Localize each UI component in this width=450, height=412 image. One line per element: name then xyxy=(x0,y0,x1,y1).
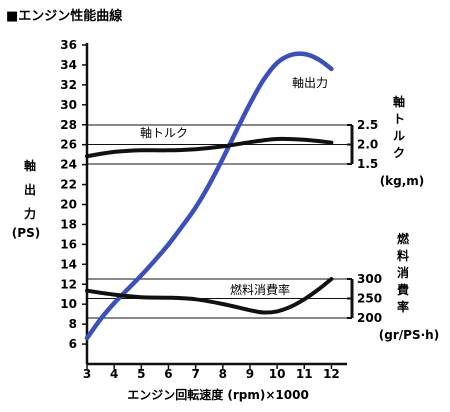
x-axis-label: エンジン回転速度 (rpm)×1000 xyxy=(127,387,309,402)
left-tick-label: 22 xyxy=(60,178,77,192)
x-tick-label: 5 xyxy=(137,367,145,381)
fuel-consumption-curve xyxy=(85,277,334,315)
left-axis-unit: (PS) xyxy=(12,226,40,240)
fuel-tick-label: 250 xyxy=(357,292,382,306)
torque-axis-label-char: 軸 xyxy=(393,94,405,109)
torque-axis-label-char: ク xyxy=(393,146,405,160)
fuel-axis-label-char: 率 xyxy=(397,299,409,314)
left-axis-label-char: 軸 xyxy=(24,158,36,173)
torque-axis-label-char: ル xyxy=(393,129,405,143)
left-tick-label: 24 xyxy=(60,158,77,172)
chart-title: ■エンジン性能曲線 xyxy=(6,8,123,24)
left-tick-label: 16 xyxy=(60,237,77,251)
fuel-axis-label-char: 燃 xyxy=(397,231,410,246)
left-tick-label: 6 xyxy=(69,337,77,351)
fuel-series-label: 燃料消費率 xyxy=(230,282,290,297)
power-curve xyxy=(84,51,334,341)
fuel-tick-label: 200 xyxy=(357,311,382,325)
torque-tick-label: 2.5 xyxy=(357,118,378,132)
left-tick-label: 8 xyxy=(69,317,77,331)
x-tick-label: 8 xyxy=(219,367,227,381)
x-tick-label: 7 xyxy=(191,367,199,381)
torque-axis-label-char: ト xyxy=(393,112,405,126)
torque-series-label: 軸トルク xyxy=(140,126,188,140)
left-tick-label: 32 xyxy=(60,78,77,92)
torque-tick-label: 2.0 xyxy=(357,138,378,152)
left-tick-label: 28 xyxy=(60,118,77,132)
left-tick-label: 12 xyxy=(60,277,77,291)
left-tick-label: 34 xyxy=(60,58,77,72)
fuel-axis-label-char: 費 xyxy=(397,282,409,297)
x-tick-label: 9 xyxy=(246,367,254,381)
x-tick-label: 10 xyxy=(269,367,286,381)
fuel-axis-unit: (gr/PS·h) xyxy=(379,328,439,342)
left-tick-label: 14 xyxy=(60,257,77,271)
power-series-label: 軸出力 xyxy=(292,76,328,90)
left-tick-label: 18 xyxy=(60,217,77,231)
fuel-axis-label-char: 消 xyxy=(397,265,409,280)
x-tick-label: 12 xyxy=(323,367,340,381)
torque-tick-label: 1.5 xyxy=(357,157,378,171)
x-tick-label: 3 xyxy=(83,367,91,381)
left-tick-label: 30 xyxy=(60,98,77,112)
torque-axis-unit: (kg,m) xyxy=(380,174,425,188)
x-tick-label: 11 xyxy=(296,367,313,381)
left-tick-label: 20 xyxy=(60,198,77,212)
left-axis-label-char: 出 xyxy=(24,182,36,197)
left-tick-label: 10 xyxy=(60,297,77,311)
fuel-axis-label-char: 料 xyxy=(397,248,409,263)
left-tick-label: 36 xyxy=(60,38,77,52)
left-tick-label: 26 xyxy=(60,138,77,152)
torque-curve xyxy=(85,136,334,159)
x-tick-label: 6 xyxy=(164,367,172,381)
left-axis-label-char: 力 xyxy=(24,206,36,221)
x-tick-label: 4 xyxy=(110,367,118,381)
fuel-tick-label: 300 xyxy=(357,272,382,286)
